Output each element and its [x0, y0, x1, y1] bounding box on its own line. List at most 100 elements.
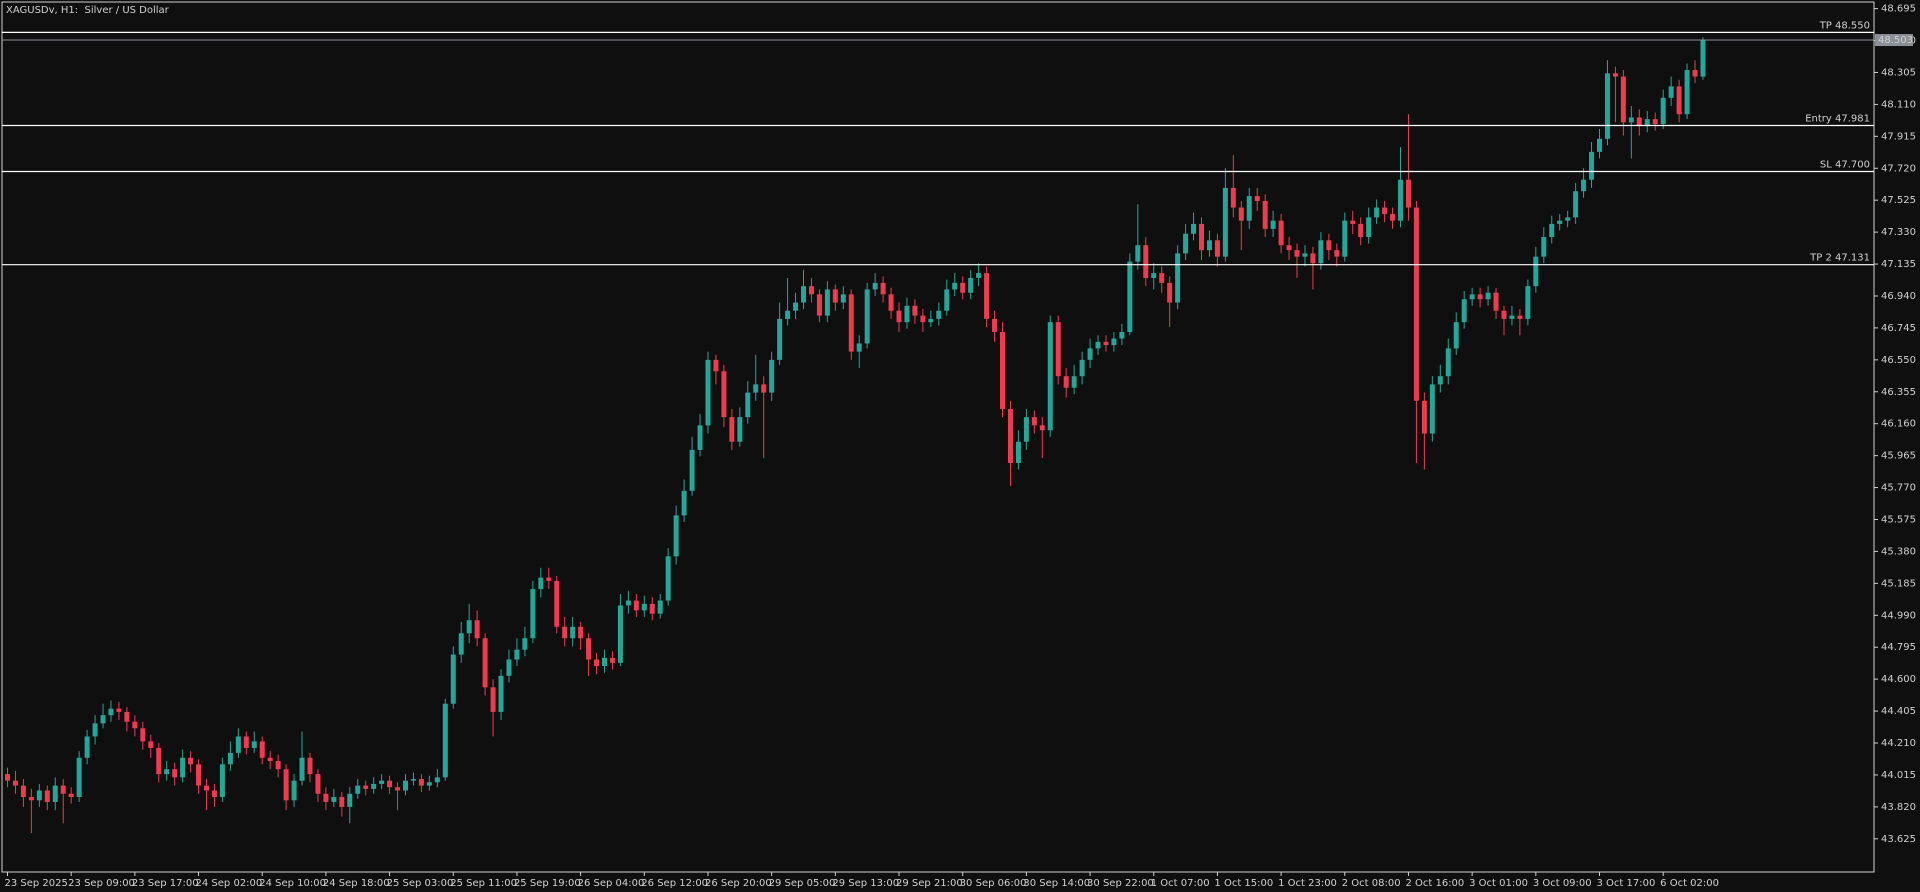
- y-tick-label: 47.915: [1881, 131, 1916, 142]
- y-tick-label: 44.795: [1881, 642, 1916, 653]
- candle-body: [1557, 220, 1563, 224]
- candle-body: [275, 761, 281, 770]
- candle-body: [1525, 286, 1531, 319]
- candle-body: [952, 282, 958, 290]
- candle-body: [52, 785, 58, 802]
- x-tick-label: 23 Sep 17:00: [132, 878, 199, 889]
- candle-body: [1636, 117, 1642, 126]
- candle-body: [1581, 179, 1587, 192]
- candle-body: [458, 633, 464, 655]
- candle-body: [546, 577, 552, 581]
- candle-body: [1390, 214, 1396, 221]
- chart-title: XAGUSDv, H1: Silver / US Dollar: [6, 5, 170, 16]
- candle-body: [1007, 408, 1013, 463]
- candle-body: [1612, 73, 1618, 77]
- candle-body: [1175, 253, 1181, 303]
- y-tick-label: 48.695: [1881, 4, 1916, 15]
- y-tick-label: 43.625: [1881, 834, 1916, 845]
- candle-body: [1668, 86, 1674, 98]
- x-tick-label: 29 Sep 05:00: [769, 878, 836, 889]
- candle-body: [211, 790, 217, 798]
- candle-body: [100, 715, 106, 724]
- candle-body: [1135, 245, 1141, 262]
- candle-body: [379, 780, 385, 784]
- candle-body: [188, 757, 194, 765]
- candle-body: [331, 797, 337, 802]
- y-tick-label: 44.600: [1881, 674, 1916, 685]
- candle-body: [872, 282, 878, 290]
- candle-body: [1031, 417, 1037, 426]
- y-tick-label: 48.305: [1881, 67, 1916, 78]
- y-tick-label: 44.210: [1881, 738, 1916, 749]
- y-tick-label: 44.405: [1881, 706, 1916, 717]
- candle-body: [1382, 207, 1388, 215]
- candle-body: [1294, 250, 1300, 257]
- candle-body: [713, 359, 719, 372]
- candle-body: [968, 277, 974, 293]
- candle-body: [1087, 348, 1093, 360]
- candle-body: [347, 793, 353, 807]
- candle-body: [1485, 292, 1491, 300]
- y-tick-label: 46.355: [1881, 387, 1916, 398]
- candle-body: [1676, 86, 1682, 115]
- y-tick-label: 47.135: [1881, 259, 1916, 270]
- candle-body: [498, 675, 504, 712]
- candle-body: [1700, 40, 1706, 77]
- candle-body: [896, 310, 902, 323]
- candle-body: [1127, 261, 1133, 333]
- x-tick-label: 26 Sep 12:00: [641, 878, 708, 889]
- candle-body: [1589, 151, 1595, 180]
- candle-body: [1334, 250, 1340, 257]
- candle-body: [1199, 223, 1204, 251]
- y-tick-label: 45.770: [1881, 483, 1916, 494]
- x-tick-label: 26 Sep 20:00: [705, 878, 772, 889]
- candle-body: [689, 449, 695, 491]
- candle-body: [36, 790, 42, 801]
- candle-body: [753, 384, 759, 393]
- candle-body: [44, 790, 50, 802]
- candle-body: [1000, 332, 1005, 409]
- x-tick-label: 23 Sep 09:00: [68, 878, 135, 889]
- candle-body: [172, 769, 178, 778]
- candle-body: [1541, 237, 1547, 257]
- y-tick-label: 43.820: [1881, 802, 1916, 813]
- candle-body: [1103, 341, 1109, 346]
- candle-body: [1079, 359, 1085, 377]
- y-tick-label: 45.965: [1881, 451, 1916, 462]
- candle-body: [355, 785, 361, 794]
- last-price-box: [1875, 34, 1913, 47]
- candle-body: [1318, 240, 1324, 264]
- candle-body: [729, 417, 735, 442]
- candle-body: [1222, 187, 1228, 257]
- candle-body: [1342, 220, 1348, 257]
- last-price-label: 48.503: [1878, 35, 1913, 46]
- level-label: Entry 47.981: [1805, 114, 1870, 125]
- x-tick-label: 29 Sep 13:00: [832, 878, 899, 889]
- x-tick-label: 3 Oct 01:00: [1469, 878, 1528, 889]
- candle-body: [769, 359, 775, 393]
- candle-body: [944, 289, 950, 311]
- candle-body: [1660, 97, 1666, 125]
- y-tick-label: 46.550: [1881, 355, 1916, 366]
- candle-body: [1565, 217, 1571, 221]
- candle-body: [235, 736, 241, 753]
- candle-body: [156, 747, 162, 775]
- candle-body: [1517, 315, 1523, 319]
- candle-body: [339, 797, 345, 807]
- y-tick-label: 48.110: [1881, 99, 1916, 110]
- candle-body: [482, 638, 488, 688]
- candle-body: [1238, 207, 1244, 221]
- candle-body: [1549, 223, 1555, 238]
- x-tick-label: 26 Sep 04:00: [578, 878, 645, 889]
- candle-body: [793, 302, 799, 311]
- candle-body: [418, 779, 424, 786]
- candle-body: [594, 659, 600, 667]
- candle-body: [395, 787, 401, 791]
- candle-body: [1206, 240, 1212, 251]
- x-tick-label: 29 Sep 21:00: [896, 878, 963, 889]
- plot-frame: [1, 1, 1875, 873]
- x-tick-label: 24 Sep 02:00: [196, 878, 263, 889]
- candle-body: [5, 774, 10, 781]
